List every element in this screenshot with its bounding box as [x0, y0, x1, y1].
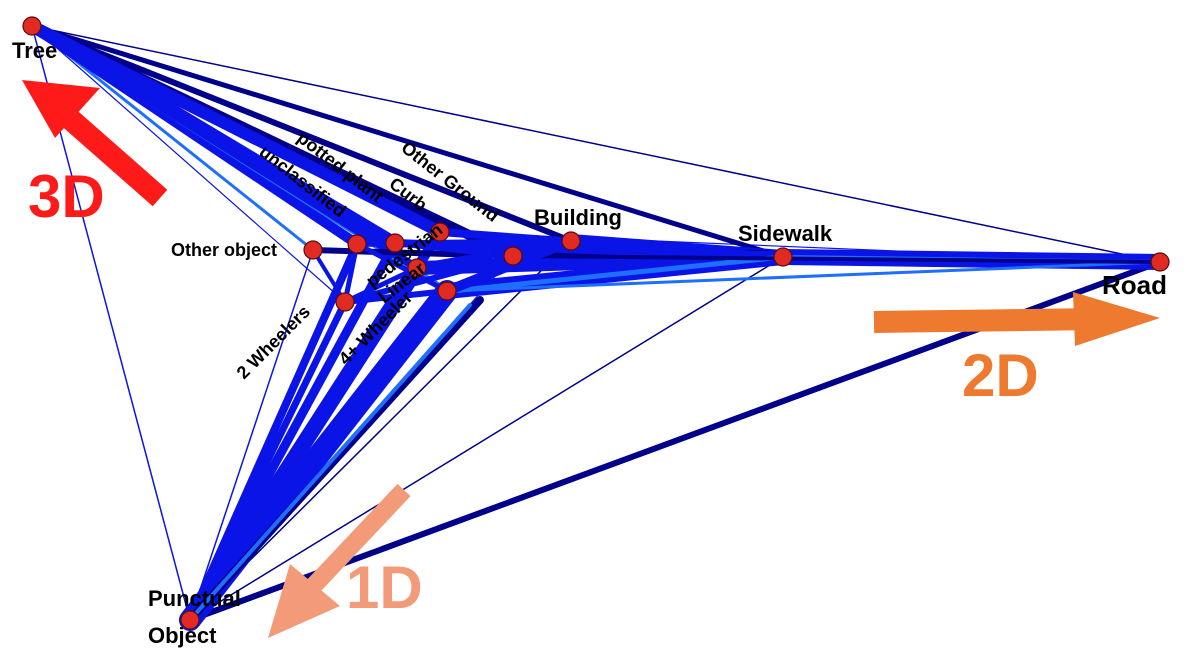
label-sidewalk: Sidewalk	[738, 221, 833, 246]
arrow-1d-icon	[268, 483, 411, 638]
label-building: Building	[534, 205, 622, 230]
label-2d: 2D	[962, 342, 1039, 409]
label-other-object: Other object	[171, 240, 277, 260]
node-2-wheelers	[335, 292, 355, 312]
node-linear	[437, 281, 457, 301]
node-punctual-object	[180, 610, 200, 630]
nodes	[22, 16, 1170, 630]
arrow-2d-icon	[873, 292, 1160, 346]
node-potted-plant	[385, 233, 405, 253]
node-curb	[430, 222, 450, 242]
node-sidewalk	[773, 247, 793, 267]
label-punctual: Punctual	[148, 586, 241, 611]
label-road: Road	[1102, 270, 1167, 300]
label-tree: Tree	[12, 38, 57, 63]
label-1d: 1D	[346, 554, 423, 621]
node-building	[561, 231, 581, 251]
label-object: Object	[148, 623, 217, 648]
node-other-object	[303, 240, 323, 260]
node-unclassified	[347, 234, 367, 254]
node-pedestrian	[407, 258, 427, 278]
label-3d: 3D	[28, 163, 105, 230]
node-road	[1150, 252, 1170, 272]
node-other-ground	[503, 246, 523, 266]
arrow-3d-icon	[22, 80, 168, 207]
node-tree	[22, 16, 42, 36]
